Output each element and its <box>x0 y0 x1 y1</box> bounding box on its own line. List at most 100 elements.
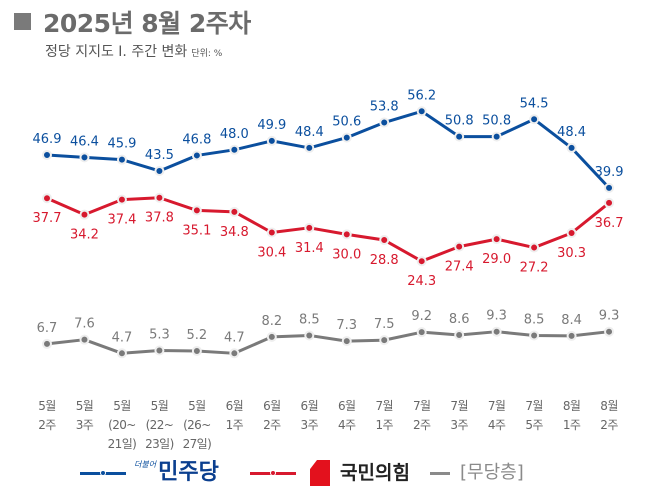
x-tick-label: 21일) <box>108 437 137 451</box>
legend-item-ppp: 국민의힘 <box>250 460 410 486</box>
x-tick-label: 1주 <box>375 418 393 432</box>
data-label: 48.4 <box>557 125 586 140</box>
data-label: 37.4 <box>107 213 136 228</box>
party-logo-text: 더불어 <box>134 460 157 469</box>
data-point <box>154 192 165 203</box>
data-label: 8.4 <box>561 313 582 328</box>
data-point <box>191 150 202 161</box>
data-point <box>454 131 465 142</box>
data-point <box>341 229 352 240</box>
data-label: 7.5 <box>374 317 395 332</box>
title-square-icon <box>14 13 31 30</box>
data-point <box>416 327 427 338</box>
legend-item-independent: [무당층] <box>430 460 524 486</box>
data-label: 4.7 <box>112 330 133 345</box>
x-tick-label: (26~ <box>183 418 211 432</box>
data-label: 37.8 <box>145 211 174 226</box>
data-label: 37.7 <box>33 211 62 226</box>
x-tick-label: (20~ <box>108 418 136 432</box>
x-tick-label: 5주 <box>525 418 543 432</box>
data-point <box>191 205 202 216</box>
data-point <box>379 117 390 128</box>
x-tick-label: 5월 <box>151 399 168 413</box>
data-point <box>42 193 52 204</box>
x-tick-label: 8월 <box>563 399 580 413</box>
x-tick-label: 7월 <box>450 399 467 413</box>
data-label: 8.6 <box>449 312 470 327</box>
x-tick-label: 7월 <box>413 399 430 413</box>
data-label: 43.5 <box>145 148 174 163</box>
data-point <box>229 348 240 359</box>
x-tick-label: 8월 <box>600 399 617 413</box>
data-point <box>341 132 352 143</box>
data-point <box>529 242 540 253</box>
data-label: 56.2 <box>407 88 436 103</box>
data-point <box>566 227 577 238</box>
series-line-0 <box>46 109 611 189</box>
data-point <box>416 256 427 267</box>
x-tick-label: 27일) <box>183 437 212 451</box>
data-point <box>42 338 52 349</box>
data-point <box>379 235 390 246</box>
data-point <box>529 330 540 341</box>
data-label: 53.8 <box>370 100 399 115</box>
data-label: 50.8 <box>445 114 474 129</box>
data-point <box>454 241 465 252</box>
data-label: 50.6 <box>332 115 361 130</box>
x-tick-label: 6월 <box>263 399 280 413</box>
data-label: 8.2 <box>261 314 282 329</box>
data-point <box>491 131 502 142</box>
data-point <box>154 345 165 356</box>
x-tick-label: 1주 <box>563 418 581 432</box>
data-label: 4.7 <box>224 330 245 345</box>
data-label: 48.0 <box>220 127 249 142</box>
data-point <box>566 330 577 341</box>
data-point <box>341 336 352 347</box>
data-point <box>304 142 315 153</box>
x-tick-label: 7월 <box>525 399 542 413</box>
series-line-2 <box>46 330 610 355</box>
chart-subtitle: 정당 지지도 Ⅰ. 주간 변화 단위: % <box>45 41 222 61</box>
data-label: 30.0 <box>332 247 361 262</box>
data-point <box>79 152 90 163</box>
data-label: 8.5 <box>524 312 545 327</box>
data-label: 46.4 <box>70 134 99 149</box>
legend-item-democratic: 더불어 민주당 <box>80 460 219 486</box>
x-tick-label: 6월 <box>226 399 243 413</box>
data-label: 9.2 <box>411 309 432 324</box>
x-tick-label: 6월 <box>338 399 355 413</box>
data-label: 5.2 <box>187 328 208 343</box>
data-point <box>154 165 165 176</box>
data-label: 30.3 <box>557 246 586 261</box>
x-tick-label: 2주 <box>413 418 431 432</box>
data-point <box>266 331 277 342</box>
legend-label: 민주당 <box>158 460 219 485</box>
data-label: 28.8 <box>370 253 399 268</box>
legend-line-red <box>250 469 296 476</box>
x-tick-label: 5월 <box>76 399 93 413</box>
x-tick-label: 2주 <box>263 418 281 432</box>
data-label: 7.3 <box>336 318 357 333</box>
data-point <box>491 234 502 245</box>
data-label: 34.2 <box>70 228 99 243</box>
data-point <box>229 206 240 217</box>
data-point <box>116 154 127 165</box>
x-tick-label: (22~ <box>146 418 174 432</box>
data-label: 49.9 <box>257 118 286 133</box>
data-point <box>304 330 315 341</box>
data-label: 5.3 <box>149 327 170 342</box>
data-label: 8.5 <box>299 312 320 327</box>
page-title: 2025년 8월 2주차 <box>14 4 251 40</box>
data-point <box>566 142 577 153</box>
x-tick-label: 1주 <box>226 418 244 432</box>
data-label: 24.3 <box>407 274 436 289</box>
data-label: 46.9 <box>33 132 62 147</box>
data-label: 39.9 <box>595 165 624 180</box>
legend-line-blue <box>80 469 126 476</box>
legend: 더불어 민주당 국민의힘 [무당층] <box>0 460 658 492</box>
x-tick-label: 3주 <box>450 418 468 432</box>
data-label: 29.0 <box>482 252 511 267</box>
data-label: 9.3 <box>486 309 507 324</box>
